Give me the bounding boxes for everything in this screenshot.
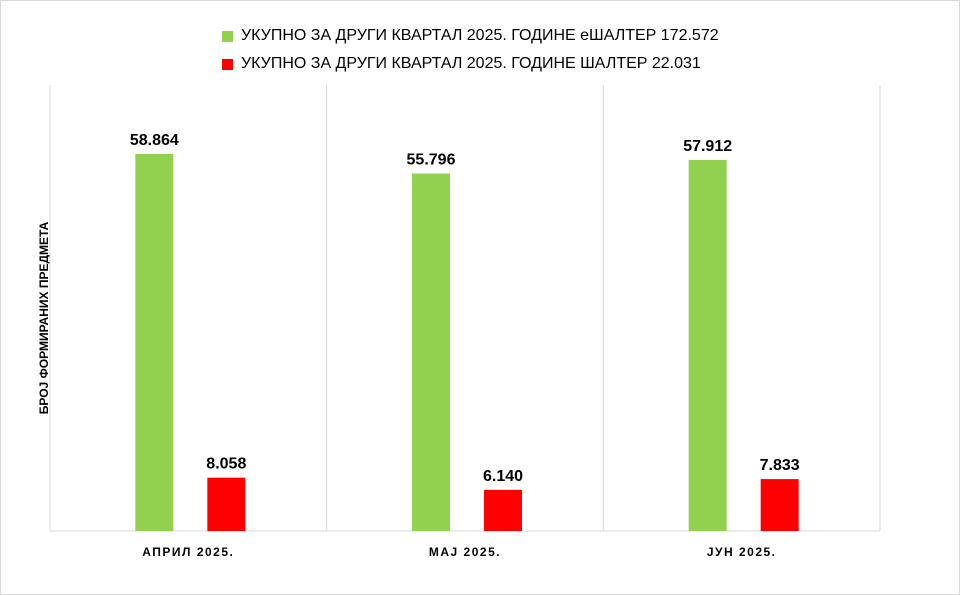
bar-shalter-2: [760, 479, 799, 531]
data-label-shalter-2: 7.833: [760, 457, 800, 474]
data-label-shalter-0: 8.058: [206, 456, 246, 473]
legend-label-shalter: УКУПНО ЗА ДРУГИ КВАРТАЛ 2025. ГОДИНЕ ШАЛ…: [241, 55, 701, 72]
x-tick-label-2: ЈУН 2025.: [707, 545, 777, 559]
data-label-shalter-1: 6.140: [483, 468, 523, 485]
data-label-eshalter-2: 57.912: [683, 138, 732, 155]
bar-eshalter-2: [688, 160, 727, 531]
legend-item-eshalter: УКУПНО ЗА ДРУГИ КВАРТАЛ 2025. ГОДИНЕ еША…: [222, 22, 719, 50]
legend: УКУПНО ЗА ДРУГИ КВАРТАЛ 2025. ГОДИНЕ еША…: [222, 22, 719, 78]
bar-eshalter-0: [135, 153, 174, 532]
legend-label-eshalter: УКУПНО ЗА ДРУГИ КВАРТАЛ 2025. ГОДИНЕ еША…: [241, 27, 719, 44]
bar-eshalter-1: [412, 173, 450, 532]
legend-swatch-shalter: [222, 58, 233, 70]
data-label-eshalter-1: 55.796: [407, 151, 456, 168]
legend-item-shalter: УКУПНО ЗА ДРУГИ КВАРТАЛ 2025. ГОДИНЕ ШАЛ…: [222, 50, 719, 78]
bar-shalter-0: [207, 477, 246, 531]
data-label-eshalter-0: 58.864: [130, 132, 179, 149]
x-tick-label-1: МАЈ 2025.: [429, 545, 501, 559]
x-tick-label-0: АПРИЛ 2025.: [142, 545, 234, 559]
bar-shalter-1: [484, 489, 522, 531]
legend-swatch-eshalter: [222, 30, 233, 42]
